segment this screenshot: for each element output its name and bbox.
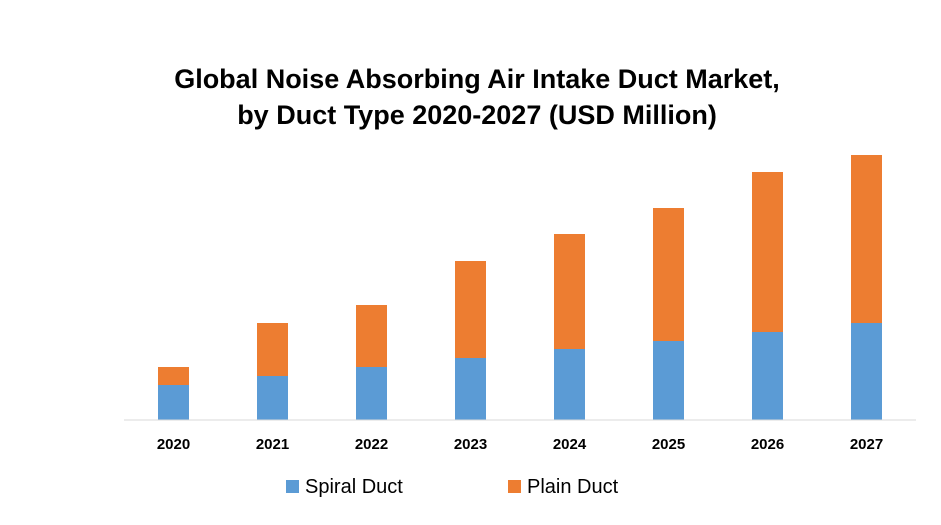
legend-label-plain-duct: Plain Duct (527, 476, 619, 498)
legend: Spiral Duct Plain Duct (286, 476, 619, 498)
legend-swatch-spiral-duct (286, 480, 299, 493)
bar-spiral-duct-2020 (158, 385, 189, 420)
x-tick-label-2020: 2020 (157, 436, 190, 453)
x-tick-label-2021: 2021 (256, 436, 289, 453)
bar-plain-duct-2026 (752, 172, 783, 332)
bar-plain-duct-2027 (851, 155, 882, 323)
x-tick-label-2025: 2025 (652, 436, 685, 453)
x-tick-label-2026: 2026 (751, 436, 784, 453)
bar-spiral-duct-2026 (752, 332, 783, 420)
bar-plain-duct-2020 (158, 367, 189, 385)
chart-title-line-1: Global Noise Absorbing Air Intake Duct M… (174, 64, 780, 94)
x-tick-label-2023: 2023 (454, 436, 487, 453)
chart-title-line-2: by Duct Type 2020-2027 (USD Million) (237, 100, 717, 130)
bar-spiral-duct-2022 (356, 367, 387, 420)
bar-spiral-duct-2027 (851, 323, 882, 420)
bar-spiral-duct-2023 (455, 358, 486, 420)
bar-plain-duct-2021 (257, 323, 288, 376)
x-tick-labels: 2020 2021 2022 2023 2024 2025 2026 2027 (157, 436, 883, 453)
bars-group (158, 155, 882, 420)
legend-swatch-plain-duct (508, 480, 521, 493)
bar-plain-duct-2023 (455, 261, 486, 358)
bar-spiral-duct-2021 (257, 376, 288, 420)
legend-label-spiral-duct: Spiral Duct (305, 476, 403, 498)
bar-spiral-duct-2025 (653, 341, 684, 420)
x-tick-label-2022: 2022 (355, 436, 388, 453)
bar-spiral-duct-2024 (554, 349, 585, 420)
x-tick-label-2024: 2024 (553, 436, 587, 453)
x-tick-label-2027: 2027 (850, 436, 883, 453)
bar-plain-duct-2025 (653, 208, 684, 341)
bar-plain-duct-2022 (356, 305, 387, 367)
bar-plain-duct-2024 (554, 234, 585, 349)
